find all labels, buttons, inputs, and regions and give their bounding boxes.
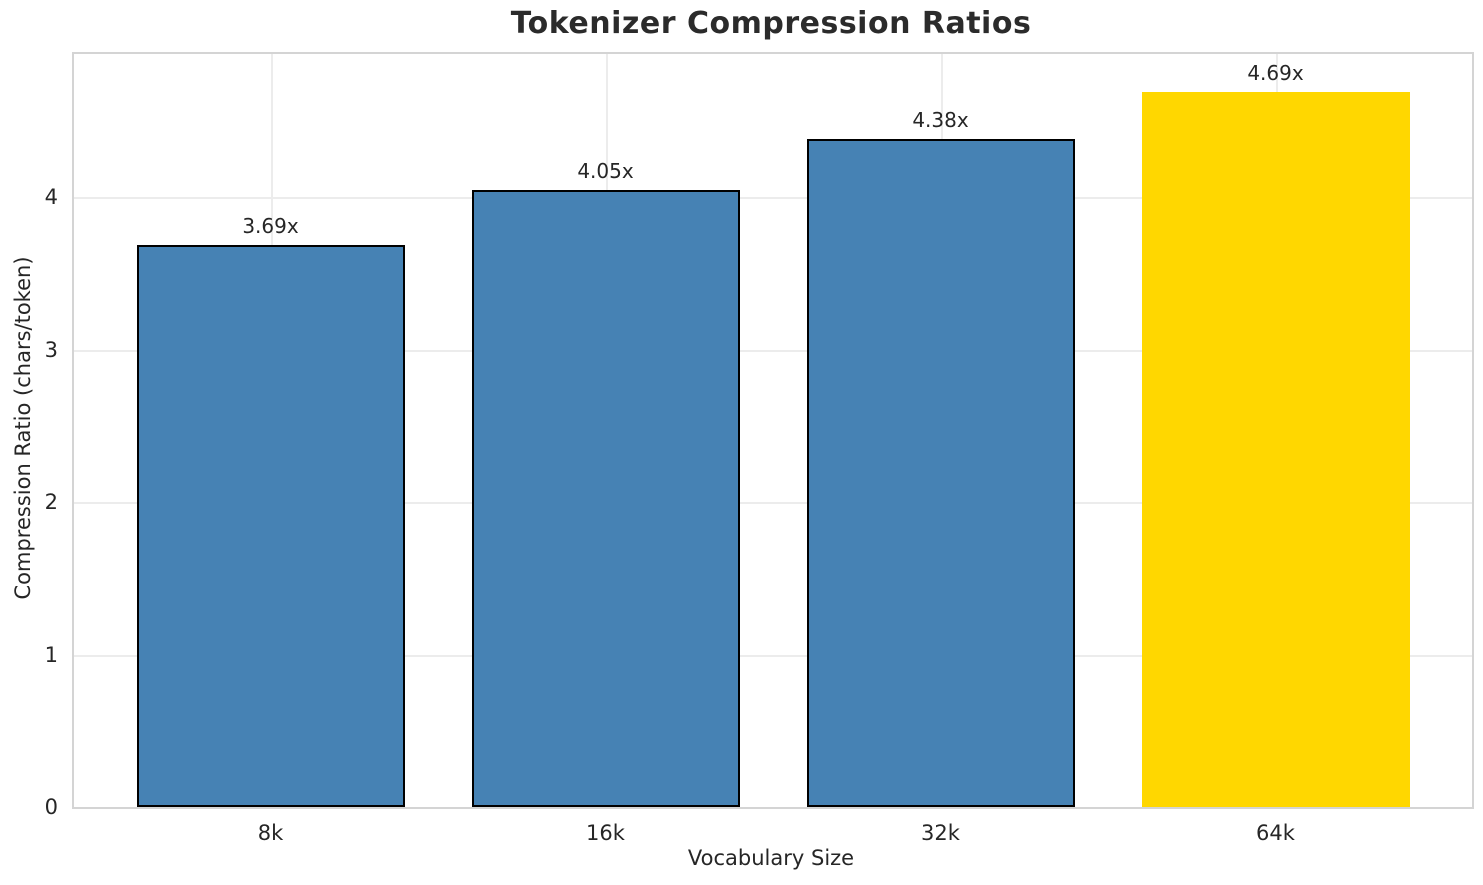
y-tick-label-4: 4 <box>44 185 58 210</box>
x-tick-label-8k: 8k <box>257 821 284 845</box>
gridline-h-4 <box>74 197 1472 200</box>
bar-value-label-32k: 4.38x <box>912 108 969 133</box>
x-axis-label: Vocabulary Size <box>687 846 855 870</box>
bar-8k <box>136 244 405 807</box>
y-tick-label-0: 0 <box>44 795 58 819</box>
y-tick-label-2: 2 <box>44 490 58 515</box>
bar-32k <box>806 139 1075 807</box>
y-tick-label-1: 1 <box>44 642 58 667</box>
bar-value-label-16k: 4.05x <box>577 158 634 183</box>
bar-value-label-64k: 4.69x <box>1247 61 1304 86</box>
y-axis-label: Compression Ratio (chars/token) <box>11 256 35 600</box>
bar-64k <box>1141 92 1410 807</box>
plot-area: 3.69x 4.05x 4.38x 4.69x 0 1 2 3 4 8k 16k 32k 64k <box>45 52 1474 845</box>
bar-value-label-8k: 3.69x <box>242 213 299 238</box>
x-tick-label-32k: 32k <box>921 821 960 845</box>
x-tick-label-16k: 16k <box>586 821 625 845</box>
gridline-h-1 <box>74 654 1472 657</box>
gridline-h-2 <box>74 502 1472 505</box>
gridline-h-3 <box>74 349 1472 352</box>
y-tick-label-3: 3 <box>44 337 58 362</box>
chart-title: Tokenizer Compression Ratios <box>510 6 1032 41</box>
x-tick-label-64k: 64k <box>1256 821 1295 845</box>
bar-16k <box>471 189 740 807</box>
